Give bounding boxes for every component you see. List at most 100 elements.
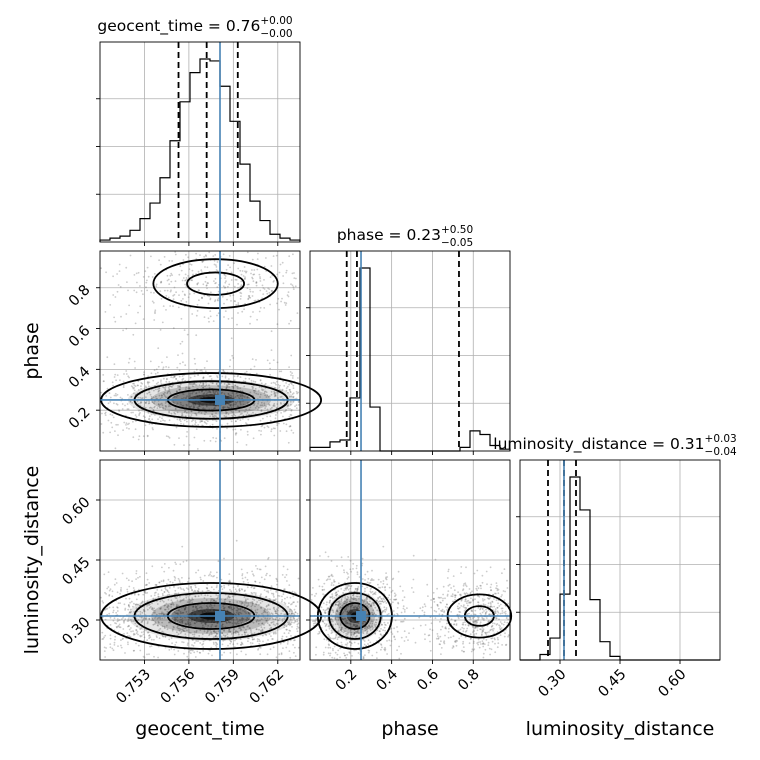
sample-point xyxy=(336,638,339,641)
sample-point xyxy=(145,386,148,389)
sample-point xyxy=(198,405,201,407)
sample-point xyxy=(441,608,444,611)
sample-point xyxy=(207,317,210,320)
sample-point xyxy=(224,598,227,600)
sample-point xyxy=(272,646,275,649)
sample-point xyxy=(111,381,114,384)
sample-point xyxy=(157,593,160,595)
sample-point xyxy=(263,265,266,268)
sample-point xyxy=(286,294,289,297)
sample-point xyxy=(241,394,244,397)
sample-point xyxy=(148,637,151,640)
sample-point xyxy=(333,645,336,648)
sample-point xyxy=(205,422,208,425)
sample-point xyxy=(322,651,325,654)
sample-point xyxy=(168,380,171,383)
sample-point xyxy=(381,635,383,637)
sample-point xyxy=(489,586,492,589)
sample-point xyxy=(424,633,426,636)
sample-point xyxy=(271,621,274,624)
sample-point xyxy=(295,605,297,607)
sample-point xyxy=(214,300,216,303)
sample-point xyxy=(478,646,481,649)
sample-point xyxy=(171,386,173,388)
sample-point xyxy=(216,376,219,379)
sample-point xyxy=(332,647,334,650)
sample-point xyxy=(295,397,298,400)
sample-point xyxy=(216,261,219,263)
sample-point xyxy=(224,275,227,277)
title-main-geocent_time: geocent_time = 0.76 xyxy=(97,17,260,36)
sample-point xyxy=(198,391,201,393)
sample-point xyxy=(204,623,207,626)
sample-point xyxy=(119,602,121,604)
sample-point xyxy=(107,402,110,405)
sample-point xyxy=(289,382,292,384)
sample-point xyxy=(216,375,218,377)
sample-point xyxy=(126,620,129,622)
sample-point xyxy=(109,643,112,645)
sample-point xyxy=(229,588,231,591)
sample-point xyxy=(270,349,273,351)
sample-point xyxy=(125,424,127,426)
sample-point xyxy=(490,648,493,651)
sample-point xyxy=(289,425,292,427)
sample-point xyxy=(439,620,441,623)
sample-point xyxy=(109,401,112,403)
sample-point xyxy=(159,397,162,400)
sample-point xyxy=(346,571,348,574)
sample-point xyxy=(482,652,485,655)
sample-point xyxy=(349,644,352,647)
sample-point xyxy=(346,644,348,646)
sample-point xyxy=(298,401,300,403)
sample-point xyxy=(101,600,104,602)
sample-point xyxy=(122,384,125,387)
sample-point xyxy=(419,607,422,610)
sample-point xyxy=(200,269,203,272)
sample-point xyxy=(259,280,262,282)
sample-point xyxy=(412,554,415,557)
sample-point xyxy=(145,281,148,284)
sample-point xyxy=(173,443,176,446)
sample-point xyxy=(129,254,132,257)
sample-point xyxy=(383,626,386,629)
sample-point xyxy=(258,429,260,432)
sample-point xyxy=(135,632,138,635)
sample-point xyxy=(152,428,154,431)
sample-point xyxy=(109,431,111,434)
sample-point xyxy=(195,368,198,371)
sample-point xyxy=(485,608,487,611)
sample-point xyxy=(216,636,218,638)
sample-point xyxy=(187,387,190,389)
density-shading-layer xyxy=(127,379,383,641)
sample-point xyxy=(321,585,324,588)
sample-point xyxy=(181,641,184,643)
sample-point xyxy=(243,396,246,398)
sample-point xyxy=(294,285,297,288)
sample-point xyxy=(460,605,463,607)
sample-point xyxy=(253,389,256,392)
sample-point xyxy=(272,427,275,430)
sample-point xyxy=(142,633,145,636)
sample-point xyxy=(177,354,179,356)
sample-point xyxy=(491,628,494,631)
sample-point xyxy=(190,586,192,588)
sample-point xyxy=(162,419,165,422)
sample-point xyxy=(403,609,406,611)
sample-point xyxy=(429,628,431,631)
sample-point xyxy=(171,581,174,584)
sample-point xyxy=(407,639,409,641)
sample-point xyxy=(296,628,298,630)
sample-point xyxy=(311,593,313,596)
sample-point xyxy=(104,411,107,414)
sample-point xyxy=(257,252,259,255)
sample-point xyxy=(235,432,238,434)
sample-point xyxy=(270,621,273,624)
sample-point xyxy=(477,601,479,603)
sample-point xyxy=(310,599,313,601)
sample-point xyxy=(193,642,196,644)
sample-point xyxy=(505,644,507,646)
sample-point xyxy=(147,275,150,278)
sample-point xyxy=(189,601,191,604)
sample-point xyxy=(124,404,126,407)
